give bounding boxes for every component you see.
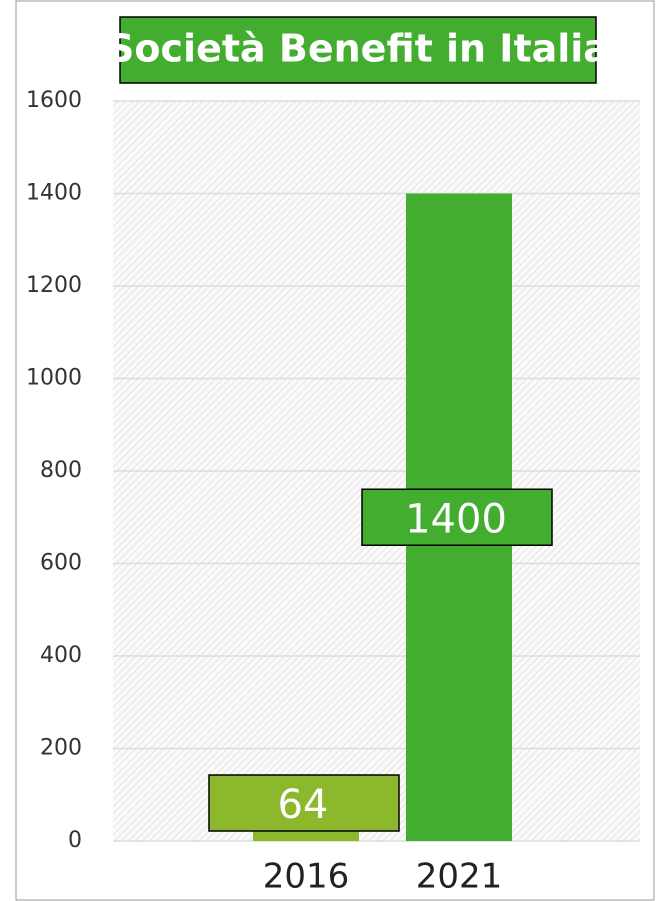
y-tick-label: 1000 — [26, 366, 82, 391]
value-label-box — [361, 488, 553, 546]
grid: 0 200 400 600 800 1000 1200 1400 1600 — [26, 88, 640, 853]
marks: 2016 64 2021 1400 — [208, 193, 553, 897]
x-tick-label: 2016 — [263, 857, 350, 897]
y-tick-label: 1400 — [26, 181, 82, 206]
y-tick-label: 1600 — [26, 88, 82, 113]
y-tick-label: 200 — [40, 736, 82, 761]
y-tick-label: 0 — [68, 828, 82, 853]
y-tick-label: 600 — [40, 551, 82, 576]
value-label: 1400 — [405, 496, 507, 542]
y-tick-label: 800 — [40, 458, 82, 483]
title-box — [119, 16, 597, 84]
y-tick-label: 400 — [40, 643, 82, 668]
frame — [15, 0, 655, 901]
chart-title: Società Benefit in Italia — [107, 27, 609, 71]
value-label: 64 — [278, 782, 329, 828]
y-tick-label: 1200 — [26, 273, 82, 298]
value-label-box — [208, 774, 400, 832]
x-tick-label: 2021 — [416, 857, 503, 897]
